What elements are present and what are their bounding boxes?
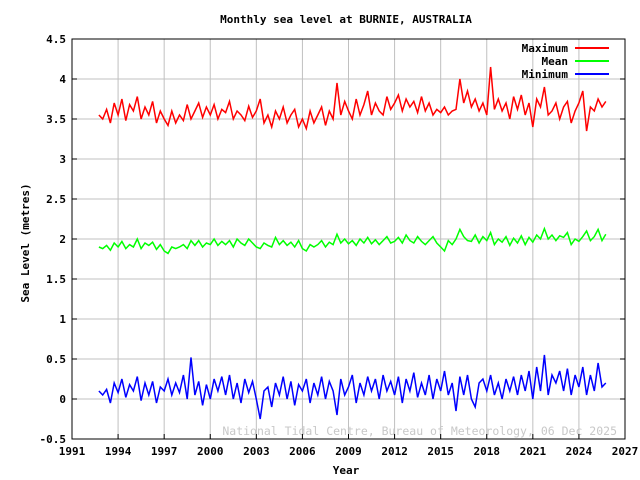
x-tick-label: 2015 — [427, 445, 454, 458]
y-tick-label: 3 — [59, 153, 66, 166]
x-tick-label: 2006 — [289, 445, 316, 458]
x-tick-label: 2003 — [243, 445, 270, 458]
y-tick-label: 0.5 — [46, 353, 66, 366]
x-tick-label: 2018 — [474, 445, 501, 458]
x-tick-label: 1991 — [59, 445, 86, 458]
x-tick-label: 1997 — [151, 445, 178, 458]
y-tick-label: 3.5 — [46, 113, 66, 126]
x-axis-label: Year — [333, 464, 360, 477]
x-tick-label: 2027 — [612, 445, 639, 458]
x-tick-label: 1994 — [105, 445, 132, 458]
axis-ticks: 1991 1994 1997 2000 2003 2006 2009 2012 2015 2018… — [40, 33, 639, 458]
legend-label-minimum: Minimum — [522, 68, 569, 81]
y-tick-label: -0.5 — [40, 433, 67, 446]
legend-label-mean: Mean — [542, 55, 569, 68]
x-tick-label: 2012 — [381, 445, 408, 458]
x-tick-label: 2009 — [335, 445, 362, 458]
y-tick-label: 1.5 — [46, 273, 66, 286]
y-tick-label: 4 — [59, 73, 66, 86]
y-tick-label: 2.5 — [46, 193, 66, 206]
x-tick-label: 2024 — [566, 445, 593, 458]
y-tick-label: 0 — [59, 393, 66, 406]
series-line-minimum — [98, 354, 607, 420]
series-line-maximum — [98, 66, 607, 132]
y-tick-label: 2 — [59, 233, 66, 246]
series-lines — [98, 66, 607, 420]
y-axis-label: Sea Level (metres) — [19, 183, 32, 302]
legend-label-maximum: Maximum — [522, 42, 569, 55]
y-tick-label: 4.5 — [46, 33, 66, 46]
chart-title: Monthly sea level at BURNIE, AUSTRALIA — [220, 13, 472, 26]
series-line-mean — [98, 226, 607, 255]
x-tick-label: 2021 — [520, 445, 547, 458]
y-tick-label: 1 — [59, 313, 66, 326]
x-tick-label: 2000 — [197, 445, 224, 458]
credit-text: National Tidal Centre, Bureau of Meteoro… — [222, 424, 617, 438]
